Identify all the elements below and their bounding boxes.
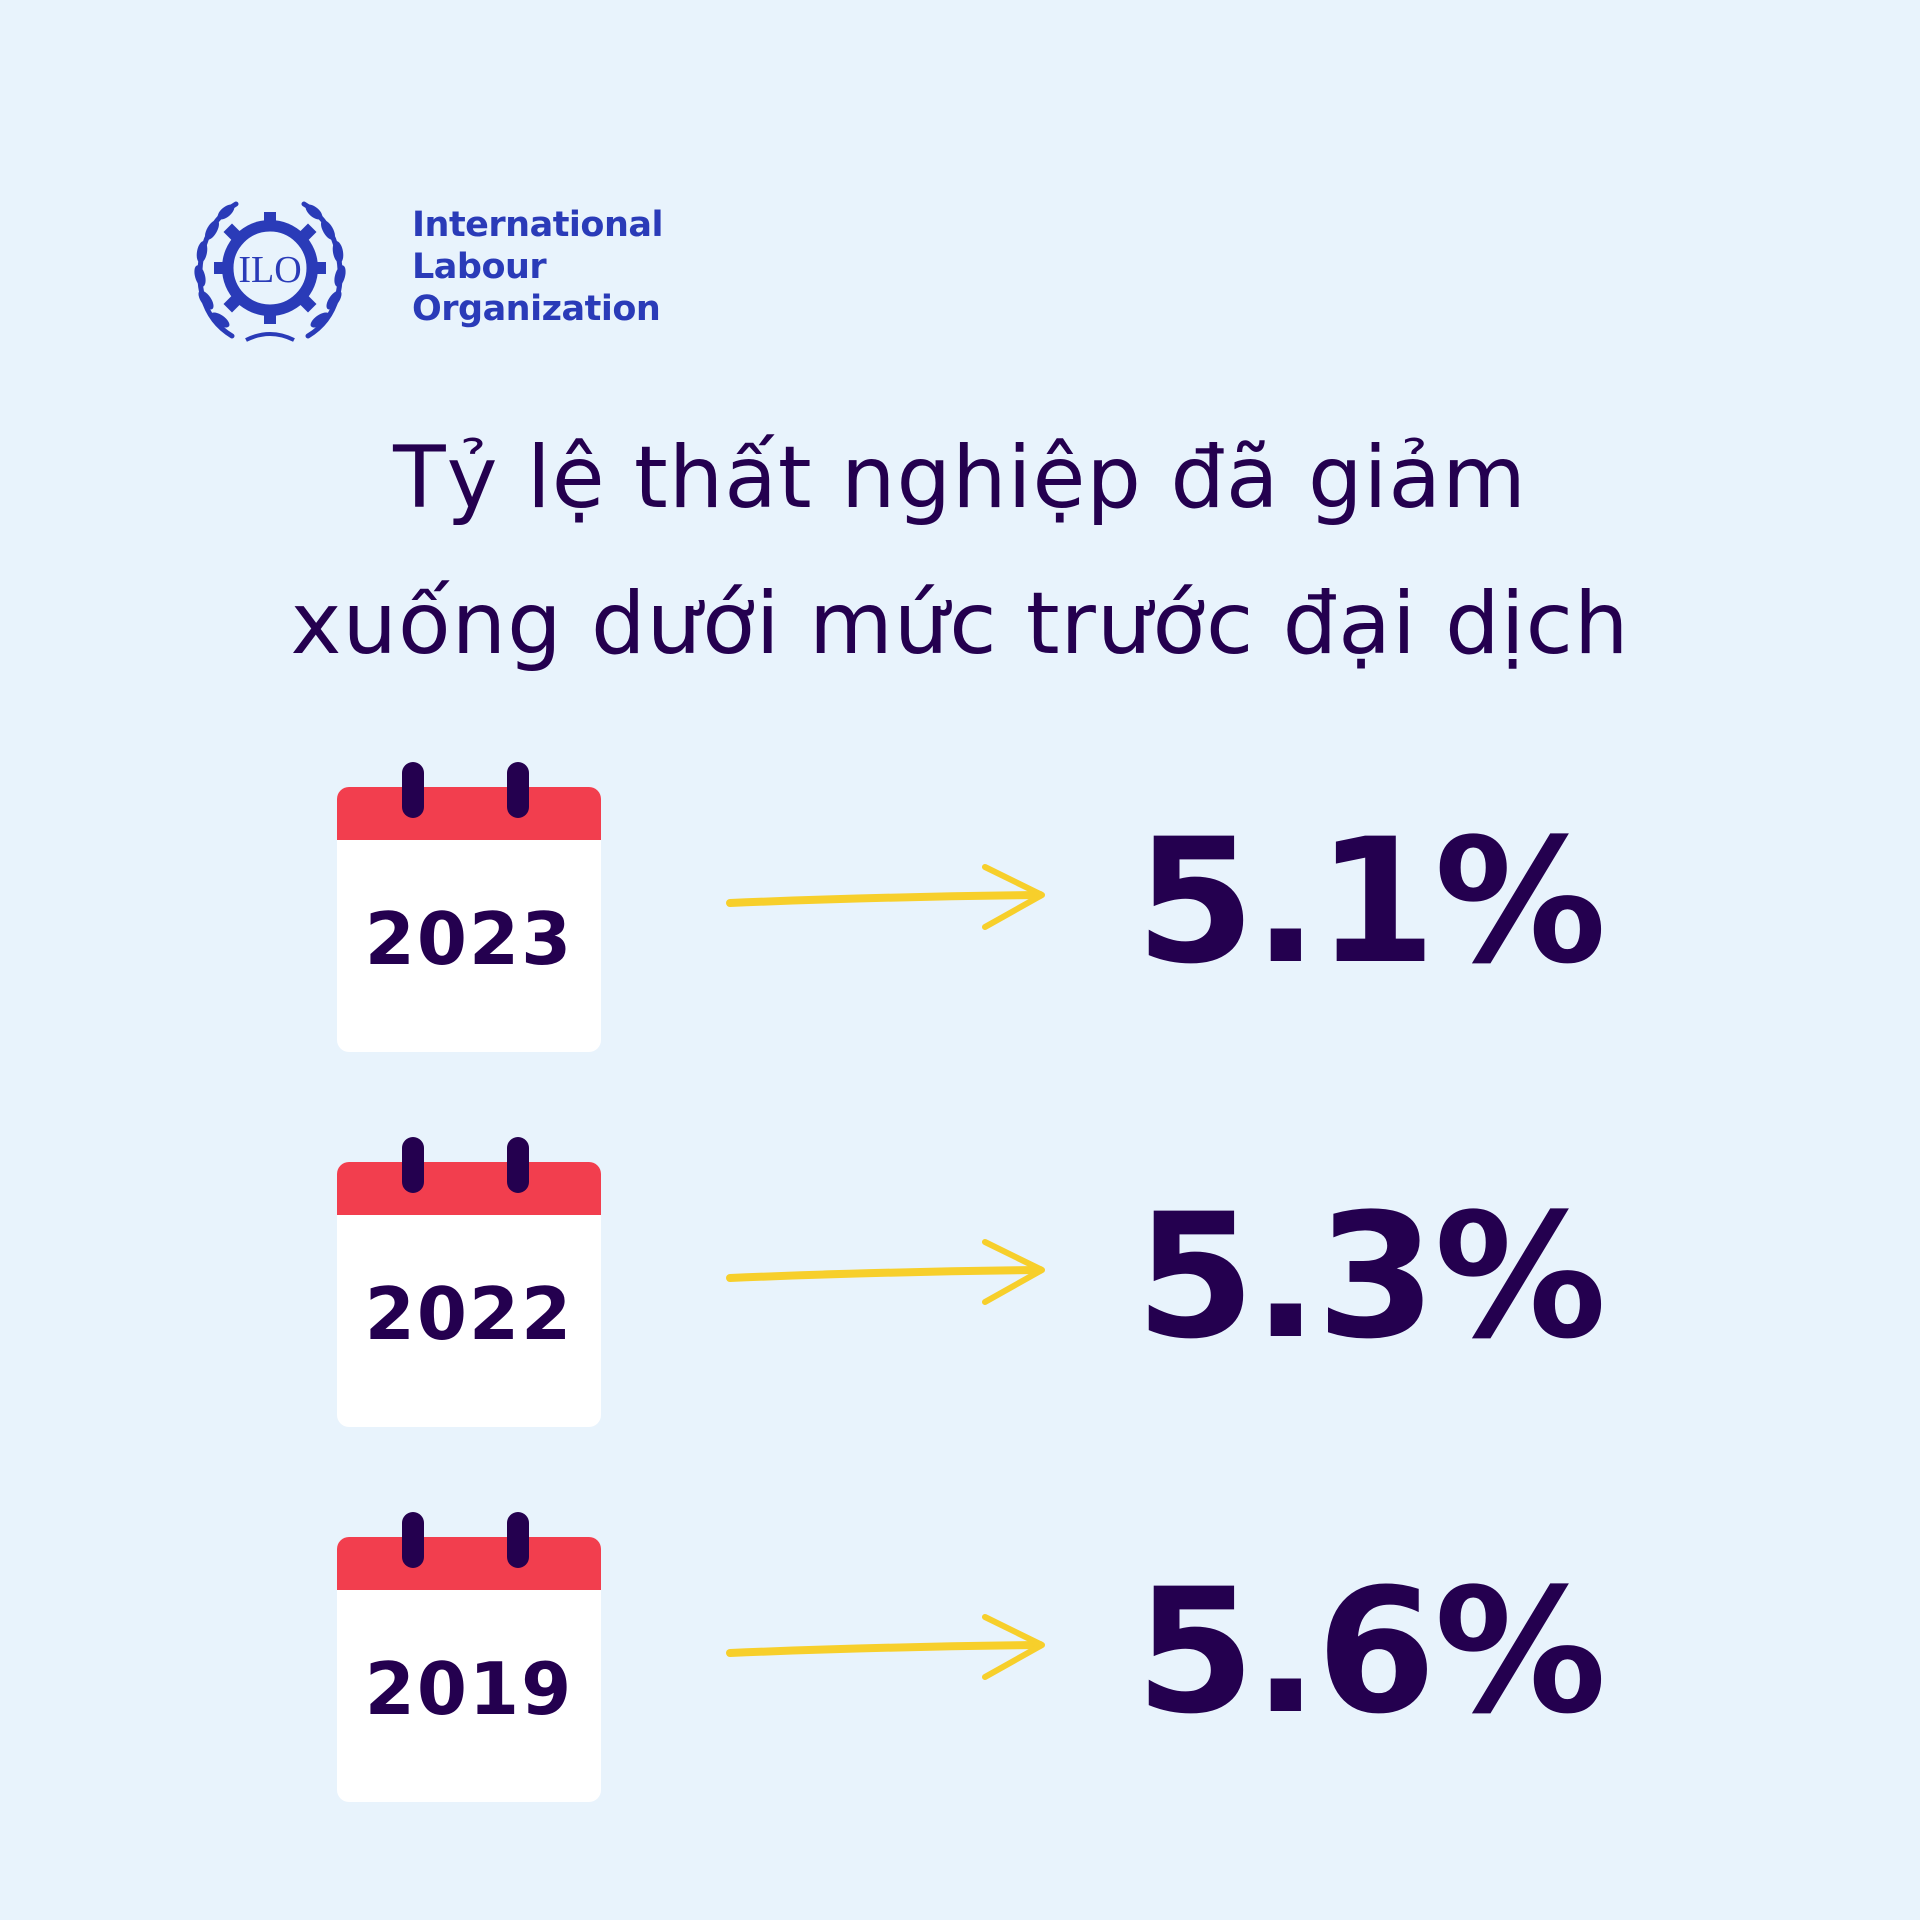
rate-value: 5.1% [1135,801,1606,1002]
calendar-icon: 2019 [337,1512,601,1802]
logo-line-labour: Labour [412,247,547,287]
calendar-ring [402,1512,424,1568]
stat-row-2022: 2022 5.3% [0,1137,1920,1437]
arrow-right-icon [726,1614,1045,1680]
stat-row-2019: 2019 5.6% [0,1512,1920,1812]
calendar-page: 2023 [337,787,601,1052]
ilo-logo: ILO International Labour Organization [190,190,664,360]
rate-value: 5.6% [1135,1551,1606,1752]
calendar-ring [507,1512,529,1568]
calendar-page: 2019 [337,1537,601,1802]
calendar-ring [402,762,424,818]
year-label: 2022 [364,1272,574,1356]
ilo-emblem-icon: ILO [194,201,346,342]
arrow-right-icon [726,864,1045,930]
calendar-icon: 2022 [337,1137,601,1427]
title-line-1: Tỷ lệ thất nghiệp đã giảm [393,428,1527,528]
calendar-ring [507,1137,529,1193]
logo-line-organization: Organization [412,289,661,329]
calendar-ring [402,1137,424,1193]
logo-line-international: International [412,205,664,245]
calendar-header [337,1162,601,1215]
calendar-header [337,787,601,840]
year-label: 2023 [364,897,574,981]
calendar-header [337,1537,601,1590]
title-line-2: xuống dưới mức trước đại dịch [290,574,1630,674]
rate-value: 5.3% [1135,1176,1606,1377]
calendar-icon: 2023 [337,762,601,1052]
calendar-page: 2022 [337,1162,601,1427]
logo-text: International Labour Organization [412,204,664,330]
svg-text:ILO: ILO [238,249,301,291]
arrow-right-icon [726,1239,1045,1305]
calendar-ring [507,762,529,818]
stat-row-2023: 2023 5.1% [0,762,1920,1062]
year-label: 2019 [364,1647,574,1731]
page-title: Tỷ lệ thất nghiệp đã giảm xuống dưới mức… [0,405,1920,697]
